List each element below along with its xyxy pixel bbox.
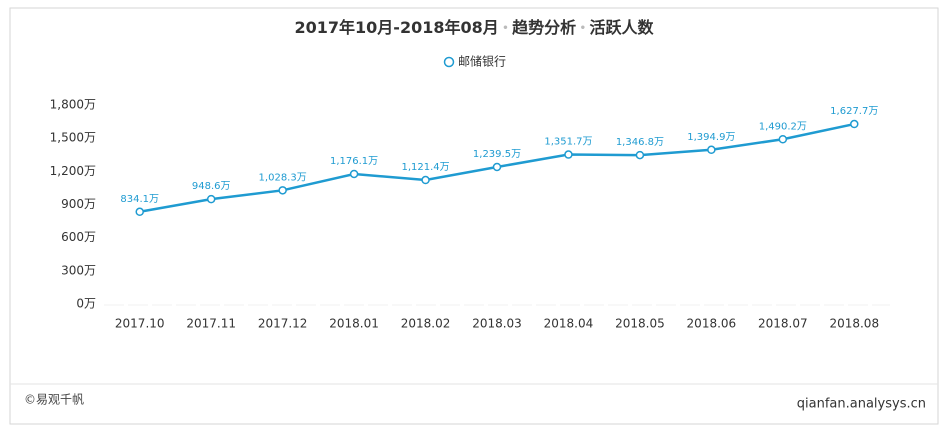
value-label: 1,627.7万 (830, 106, 878, 117)
point (349, 169, 359, 179)
title-part: 活跃人数 (589, 18, 654, 37)
point (135, 207, 144, 217)
y-tick-label: 300万 (61, 263, 96, 277)
point (278, 186, 287, 195)
x-tick-label: 2018.02 (401, 317, 451, 331)
point (206, 194, 216, 204)
point (564, 150, 573, 159)
legend-marker (443, 56, 455, 68)
x-tick-label: 2018.07 (758, 317, 808, 331)
footer-left: ©易观千帆 (24, 392, 84, 407)
value-label: 1,394.9万 (687, 132, 735, 143)
value-label: 1,028.3万 (259, 172, 307, 183)
value-label: 834.1万 (120, 194, 159, 205)
point (492, 162, 502, 172)
legend-label: 邮储银行 (458, 54, 506, 69)
y-tick-label: 0万 (76, 297, 96, 311)
value-label: 1,346.8万 (616, 137, 664, 148)
title-separator: • (576, 23, 589, 34)
x-tick-label: 2018.04 (544, 317, 594, 331)
point (421, 175, 430, 185)
x-tick-label: 2018.03 (472, 317, 522, 331)
y-tick-label: 900万 (61, 197, 96, 211)
footer-right: qianfan.analysys.cn (797, 397, 926, 412)
x-tick-label: 2017.10 (115, 317, 165, 331)
point (707, 145, 716, 155)
x-tick-label: 2018.06 (687, 317, 737, 331)
value-label: 1,121.4万 (401, 162, 449, 173)
title-separator: • (499, 23, 512, 34)
value-label: 948.6万 (192, 181, 231, 192)
title-part: 2017年10月-2018年08月 (295, 18, 499, 37)
x-tick-label: 2018.01 (329, 317, 379, 331)
y-tick-label: 1,500万 (50, 131, 96, 145)
value-label: 1,490.2万 (759, 121, 807, 132)
x-tick-label: 2017.11 (186, 317, 236, 331)
y-tick-label: 1,200万 (50, 164, 96, 178)
point (778, 135, 788, 144)
title-part: 趋势分析 (512, 18, 576, 37)
value-label: 1,176.1万 (330, 156, 378, 167)
x-tick-label: 2018.08 (829, 317, 879, 331)
value-label: 1,239.5万 (473, 149, 521, 160)
chart-title: 2017年10月-2018年08月 • 趋势分析 • 活跃人数 (295, 18, 655, 37)
point (635, 150, 645, 160)
value-label: 1,351.7万 (544, 137, 592, 148)
x-tick-label: 2018.05 (615, 317, 665, 331)
frame (9, 7, 939, 425)
x-tick-label: 2017.12 (258, 317, 308, 331)
y-tick-label: 600万 (61, 230, 96, 244)
point (850, 119, 859, 129)
y-tick-label: 1,800万 (50, 98, 96, 112)
